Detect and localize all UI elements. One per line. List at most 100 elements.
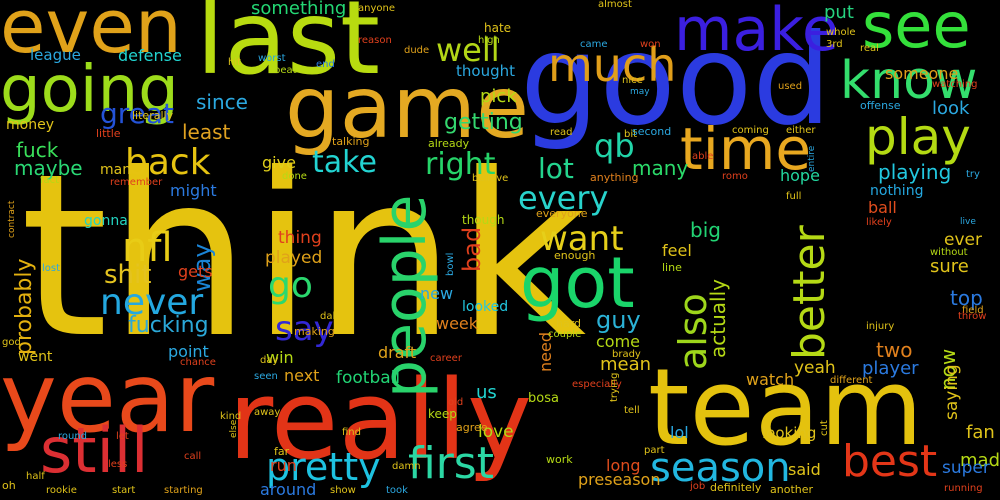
- word: anyone: [358, 3, 395, 14]
- word: everyone: [536, 207, 588, 220]
- word: bowl: [445, 252, 456, 276]
- word: old: [448, 397, 464, 408]
- word: high: [478, 35, 500, 46]
- word: making: [294, 325, 335, 338]
- word: lol: [670, 423, 689, 442]
- word: whole: [826, 27, 856, 38]
- word: good: [520, 8, 832, 153]
- word: almost: [598, 0, 632, 10]
- word: keep: [428, 407, 457, 421]
- word: remember: [110, 177, 163, 188]
- word: though: [462, 213, 505, 227]
- word: super: [942, 458, 990, 478]
- word: someone: [885, 64, 959, 83]
- word: hit: [228, 57, 242, 68]
- word: trying: [609, 372, 620, 402]
- word: starting: [164, 485, 203, 496]
- word: used: [778, 81, 803, 92]
- word: start: [112, 485, 136, 496]
- word: see: [862, 0, 971, 62]
- word: money: [6, 117, 54, 133]
- word: well: [436, 31, 500, 69]
- word: offense: [860, 99, 901, 112]
- word: bosa: [528, 391, 559, 406]
- word: said: [788, 460, 821, 479]
- word: year: [0, 342, 215, 454]
- word: contract: [7, 200, 17, 238]
- word: thought: [456, 62, 515, 80]
- word: first: [408, 438, 494, 489]
- word: field: [962, 305, 984, 316]
- word: nice: [622, 75, 643, 86]
- word: still: [40, 414, 149, 487]
- word: bit: [624, 129, 638, 140]
- word: make: [674, 0, 839, 65]
- word: entire: [807, 145, 817, 172]
- word: long: [606, 456, 641, 475]
- word: anything: [590, 171, 639, 184]
- word: great: [100, 97, 175, 130]
- word: time: [680, 115, 812, 183]
- word: dude: [404, 45, 430, 56]
- word: football: [336, 368, 401, 388]
- word: even: [0, 0, 182, 70]
- word: read: [550, 127, 573, 138]
- word: coming: [732, 125, 769, 136]
- word: much: [548, 38, 677, 92]
- word: actually: [706, 279, 730, 358]
- word: little: [96, 127, 121, 140]
- word: romo: [722, 171, 748, 182]
- word: god: [2, 337, 21, 348]
- word: want: [540, 219, 624, 259]
- word: went: [18, 349, 53, 365]
- word: season: [650, 445, 791, 491]
- word: gonna: [84, 213, 128, 229]
- word: top: [950, 286, 983, 310]
- word: better: [784, 225, 835, 360]
- word: dak: [320, 311, 339, 322]
- word: qb: [594, 127, 635, 165]
- word: likely: [866, 217, 892, 228]
- word: since: [196, 90, 248, 114]
- word: real: [860, 43, 879, 54]
- word: half: [26, 471, 45, 482]
- word: injury: [866, 321, 895, 332]
- word: made: [960, 450, 1000, 471]
- word: defense: [118, 46, 182, 65]
- word: every: [518, 179, 609, 217]
- word: next: [284, 366, 320, 385]
- word: man: [100, 162, 132, 178]
- word: lost: [42, 263, 61, 274]
- word: playing: [878, 160, 952, 184]
- word: literally: [132, 109, 174, 122]
- word: nothing: [870, 183, 924, 199]
- word: throw: [958, 311, 987, 322]
- word: hope: [780, 166, 820, 185]
- word: end: [316, 59, 335, 70]
- word: live: [960, 217, 976, 227]
- word: player: [862, 358, 919, 379]
- word: right: [425, 147, 496, 182]
- word: come: [596, 332, 641, 351]
- word: put: [824, 2, 854, 23]
- word: take: [312, 145, 377, 180]
- word: show: [330, 485, 356, 496]
- word: big: [690, 218, 721, 242]
- word: going: [0, 53, 179, 127]
- word: definitely: [710, 481, 762, 494]
- word: seen: [254, 371, 278, 382]
- word: many: [632, 156, 689, 180]
- word: may: [630, 87, 650, 97]
- word: feel: [662, 241, 692, 260]
- word: new: [420, 284, 454, 303]
- word: agree: [456, 421, 488, 434]
- word: think: [20, 126, 587, 388]
- word: got: [520, 242, 635, 324]
- word: last: [196, 0, 380, 98]
- word: ever: [944, 230, 982, 250]
- word: chance: [180, 357, 216, 368]
- word: worst: [258, 53, 286, 64]
- word: tell: [624, 405, 640, 416]
- word: fan: [966, 422, 995, 443]
- word: something: [251, 0, 347, 19]
